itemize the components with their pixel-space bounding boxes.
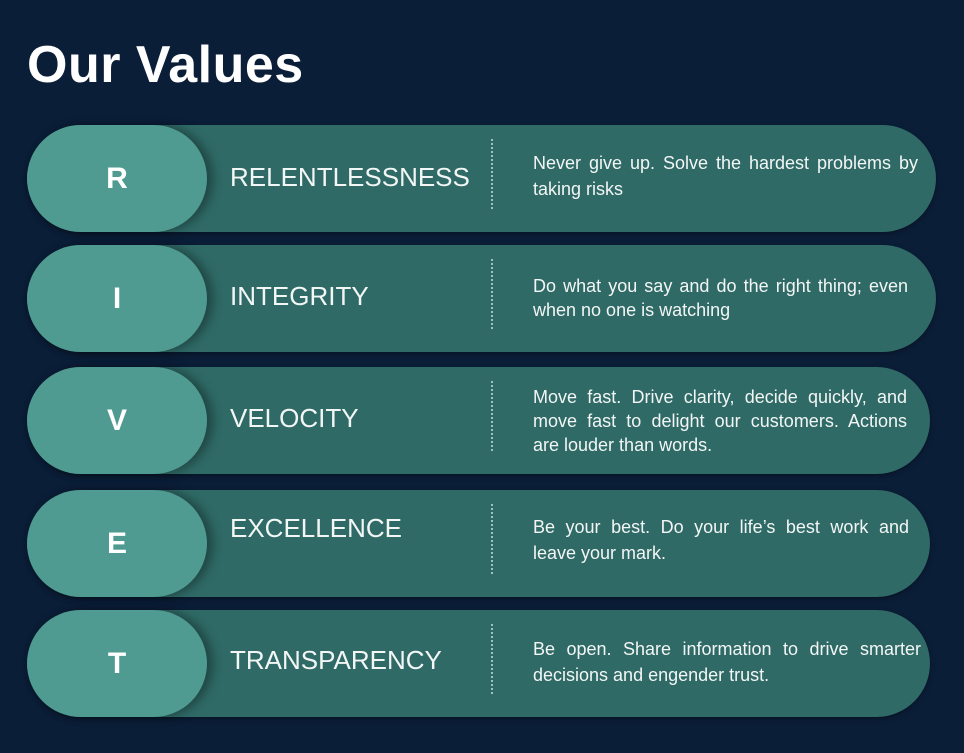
value-description: Never give up. Solve the hardest problem… xyxy=(533,153,918,199)
value-description: Move fast. Drive clarity, decide quickly… xyxy=(533,387,907,455)
dotted-divider xyxy=(491,381,493,451)
value-letter-badge: E xyxy=(27,490,207,597)
value-description: Be open. Share information to drive smar… xyxy=(533,639,921,685)
value-name: TRANSPARENCY xyxy=(230,645,442,675)
value-description: Do what you say and do the right thing; … xyxy=(533,276,908,320)
page-title: Our Values xyxy=(27,36,304,94)
value-row-transparency: T TRANSPARENCY Be open. Share informatio… xyxy=(27,610,930,717)
value-description: Be your best. Do your life’s best work a… xyxy=(533,517,909,563)
value-letter-badge: V xyxy=(27,367,207,474)
value-letter-badge: R xyxy=(27,125,207,232)
value-row-excellence: E EXCELLENCE Be your best. Do your life’… xyxy=(27,490,930,597)
dotted-divider xyxy=(491,139,493,209)
value-row-integrity: I INTEGRITY Do what you say and do the r… xyxy=(27,245,936,352)
dotted-divider xyxy=(491,259,493,329)
dotted-divider xyxy=(491,624,493,694)
value-letter-badge: I xyxy=(27,245,207,352)
dotted-divider xyxy=(491,504,493,574)
value-name: EXCELLENCE xyxy=(230,513,402,543)
value-name: INTEGRITY xyxy=(230,281,369,311)
value-row-velocity: V VELOCITY Move fast. Drive clarity, dec… xyxy=(27,367,930,474)
value-name: RELENTLESSNESS xyxy=(230,162,470,192)
value-row-relentlessness: R RELENTLESSNESS Never give up. Solve th… xyxy=(27,125,936,232)
value-name: VELOCITY xyxy=(230,403,359,433)
value-letter-badge: T xyxy=(27,610,207,717)
